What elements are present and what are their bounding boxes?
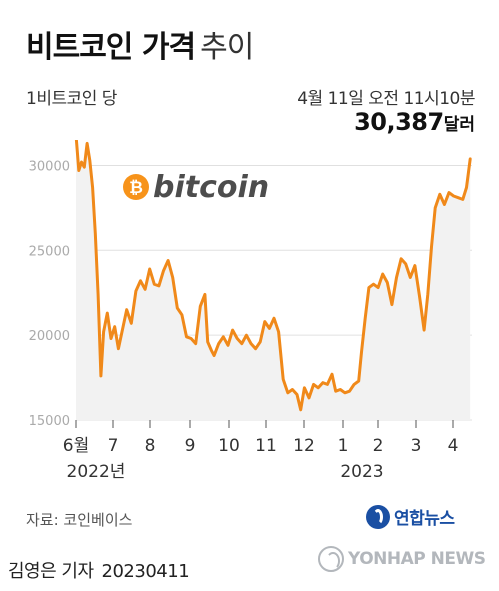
price-unit: 달러	[443, 115, 475, 135]
watermark-icon	[318, 546, 344, 572]
series-line	[74, 133, 472, 412]
title-main: 비트코인 가격	[26, 30, 196, 65]
price-value: 30,387	[354, 108, 444, 136]
x-tick-label: 8	[145, 436, 156, 456]
chart-area: 15000 20000 25000 30000 6월 7 8 9 10 11 12 1 2 3 4 2022…	[0, 133, 499, 500]
bitcoin-symbol: ₿	[129, 178, 143, 198]
current-price: 30,387달러	[354, 108, 475, 136]
y-axis: 15000 20000 25000 30000	[29, 159, 70, 429]
x-tick-label: 4	[448, 436, 459, 456]
date-label: 4월 11일 오전 11시10분	[297, 89, 475, 109]
year-label: 2023	[340, 462, 383, 482]
chart-title: 비트코인 가격 추이	[26, 22, 254, 66]
bitcoin-icon	[123, 174, 149, 200]
x-tick-label: 1	[338, 436, 349, 456]
unit-label: 1비트코인 당	[26, 89, 117, 109]
y-tick-label: 20000	[29, 329, 70, 344]
line-layer	[74, 133, 472, 412]
title-sub: 추이	[200, 30, 254, 65]
source-note: 자료: 코인베이스	[26, 511, 133, 529]
x-tick-label: 3	[411, 436, 422, 456]
area-layer	[76, 134, 471, 420]
byline: 김영은 기자 20230411	[8, 557, 190, 583]
yonhap-brand: 연합뉴스	[394, 509, 455, 529]
watermark-text: YONHAP NEWS	[348, 549, 486, 569]
bitcoin-logo: ₿ bitcoin	[123, 170, 269, 205]
reporter-name: 김영은 기자	[8, 561, 94, 582]
y-tick-label: 15000	[29, 414, 70, 429]
x-tick-label: 7	[108, 436, 119, 456]
bitcoin-wordmark: bitcoin	[153, 170, 269, 205]
area-fill	[76, 134, 471, 420]
x-tick-label: 9	[185, 436, 196, 456]
y-tick-label: 25000	[29, 244, 70, 259]
yonhap-logo: 연합뉴스	[366, 504, 455, 529]
watermark: YONHAP NEWS	[318, 546, 486, 572]
year-label: 2022년	[67, 462, 126, 482]
x-tick-label: 2	[373, 436, 384, 456]
x-tick-label: 11	[255, 436, 277, 456]
yonhap-icon	[366, 504, 390, 529]
publish-date: 20230411	[101, 561, 190, 582]
x-tick-label: 12	[293, 436, 315, 456]
x-tick-label: 10	[218, 436, 240, 456]
y-tick-label: 30000	[29, 159, 70, 174]
x-tick-label: 6월	[63, 436, 89, 456]
